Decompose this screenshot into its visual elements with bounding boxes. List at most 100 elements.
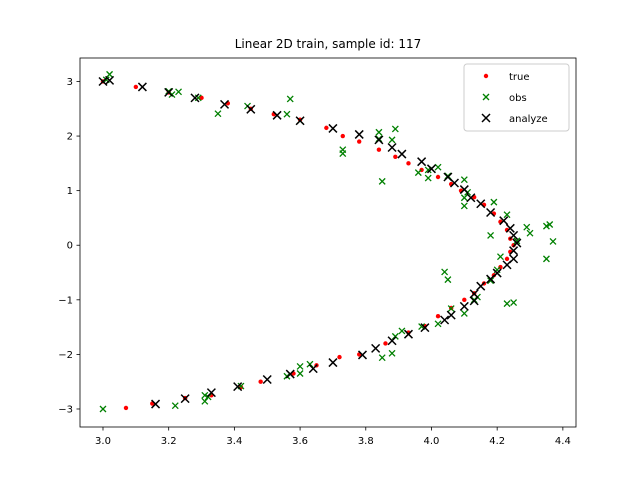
analyze-point-39 [387, 336, 397, 346]
analyze-point-7 [272, 110, 282, 120]
analyze-point-46 [233, 382, 243, 392]
true-point-46 [123, 405, 129, 411]
true-point-15 [435, 174, 441, 180]
obs-point-18 [414, 169, 422, 177]
y-tick-label-5: 2 [67, 132, 73, 143]
plot-frame [79, 57, 577, 428]
analyze-point-9 [328, 123, 338, 133]
y-axis: −3 −2 −1 0 1 2 3 [58, 77, 80, 415]
legend-marker-analyze [481, 113, 491, 123]
obs-point-60 [204, 393, 212, 401]
true-point-11 [376, 147, 382, 152]
obs-point-28 [487, 231, 495, 239]
legend: true obs analyze [463, 63, 570, 132]
analyze-point-3 [164, 87, 174, 97]
x-tick-label-1: 3.2 [161, 436, 177, 447]
obs-point-42 [447, 305, 455, 313]
obs-point-61 [201, 397, 209, 405]
y-tick-label-3: 0 [67, 241, 73, 252]
x-tick-label-4: 3.8 [358, 436, 374, 447]
analyze-point-4 [190, 93, 200, 103]
true-point-3 [199, 95, 204, 101]
true-point-33 [435, 313, 441, 319]
obs-point-12 [339, 150, 347, 157]
obs-point-16 [391, 125, 399, 133]
analyze-point-40 [371, 343, 381, 353]
chart-title: Linear 2D train, sample id: 117 [235, 37, 422, 51]
plot-marks [98, 70, 557, 413]
y-tick-label-2: −1 [58, 295, 73, 306]
obs-point-59 [201, 391, 209, 399]
obs-point-47 [510, 299, 518, 307]
x-tick-label-0: 3.0 [95, 436, 111, 447]
legend-item-analyze: analyze [481, 113, 548, 125]
legend-item-obs: obs [482, 93, 527, 104]
obs-point-46 [503, 300, 511, 308]
analyze-point-6 [246, 104, 256, 114]
obs-point-44 [470, 296, 478, 304]
obs-point-48 [434, 320, 442, 328]
y-tick-label-6: 3 [67, 77, 73, 88]
y-tick-label-4: 1 [67, 186, 73, 197]
obs-point-20 [424, 174, 432, 182]
obs-point-50 [391, 332, 399, 340]
legend-label-analyze: analyze [509, 114, 548, 125]
analyze-point-2 [137, 82, 147, 92]
analyze-point-12 [387, 142, 397, 153]
analyze-point-13 [397, 149, 407, 159]
obs-point-41 [444, 276, 452, 284]
analyze-point-18 [459, 185, 469, 195]
analyze-point-8 [295, 116, 305, 126]
true-point-1 [133, 84, 139, 90]
analyze-point-17 [449, 178, 459, 188]
analyze-point-25 [512, 238, 522, 248]
analyze-point-30 [486, 274, 496, 284]
analyze-point-48 [180, 394, 190, 404]
analyze-point-32 [469, 289, 479, 299]
x-tick-label-5: 4.0 [424, 436, 440, 447]
analyze-point-49 [151, 399, 161, 409]
true-point-12 [393, 154, 398, 160]
analyze-point-5 [219, 99, 230, 109]
analyze-point-14 [417, 157, 427, 167]
obs-point-17 [388, 136, 396, 144]
series-true [100, 79, 516, 411]
obs-point-0 [106, 70, 114, 78]
legend-label-obs: obs [509, 93, 527, 104]
true-point-13 [406, 161, 411, 166]
analyze-point-11 [374, 135, 384, 145]
analyze-point-1 [105, 75, 115, 85]
analyze-point-15 [426, 164, 437, 174]
y-tick-label-1: −2 [58, 350, 73, 361]
obs-point-62 [171, 402, 179, 410]
obs-point-37 [542, 255, 550, 263]
analyze-point-36 [440, 315, 450, 325]
obs-point-15 [378, 177, 386, 185]
obs-point-40 [441, 268, 449, 276]
analyze-point-38 [403, 329, 414, 339]
obs-point-21 [434, 163, 442, 171]
obs-point-36 [549, 237, 557, 245]
analyze-point-20 [476, 199, 486, 209]
legend-marker-obs [482, 93, 490, 101]
obs-point-35 [546, 221, 554, 228]
true-point-7 [297, 117, 303, 122]
obs-point-56 [306, 360, 314, 368]
true-point-10 [357, 139, 362, 144]
obs-point-33 [526, 229, 534, 237]
obs-point-25 [460, 194, 468, 202]
analyze-point-35 [446, 310, 456, 320]
analyze-point-42 [328, 358, 338, 368]
x-tick-label-7: 4.4 [555, 436, 571, 447]
obs-point-31 [513, 237, 521, 245]
obs-point-63 [99, 405, 107, 413]
legend-marker-true [483, 73, 489, 79]
true-point-38 [337, 354, 342, 360]
x-axis: 3.0 3.2 3.4 3.6 3.8 4.0 4.2 4.4 [95, 427, 571, 447]
obs-point-30 [503, 211, 511, 219]
obs-point-13 [375, 128, 383, 136]
obs-point-55 [296, 370, 304, 377]
true-point-31 [462, 297, 467, 303]
